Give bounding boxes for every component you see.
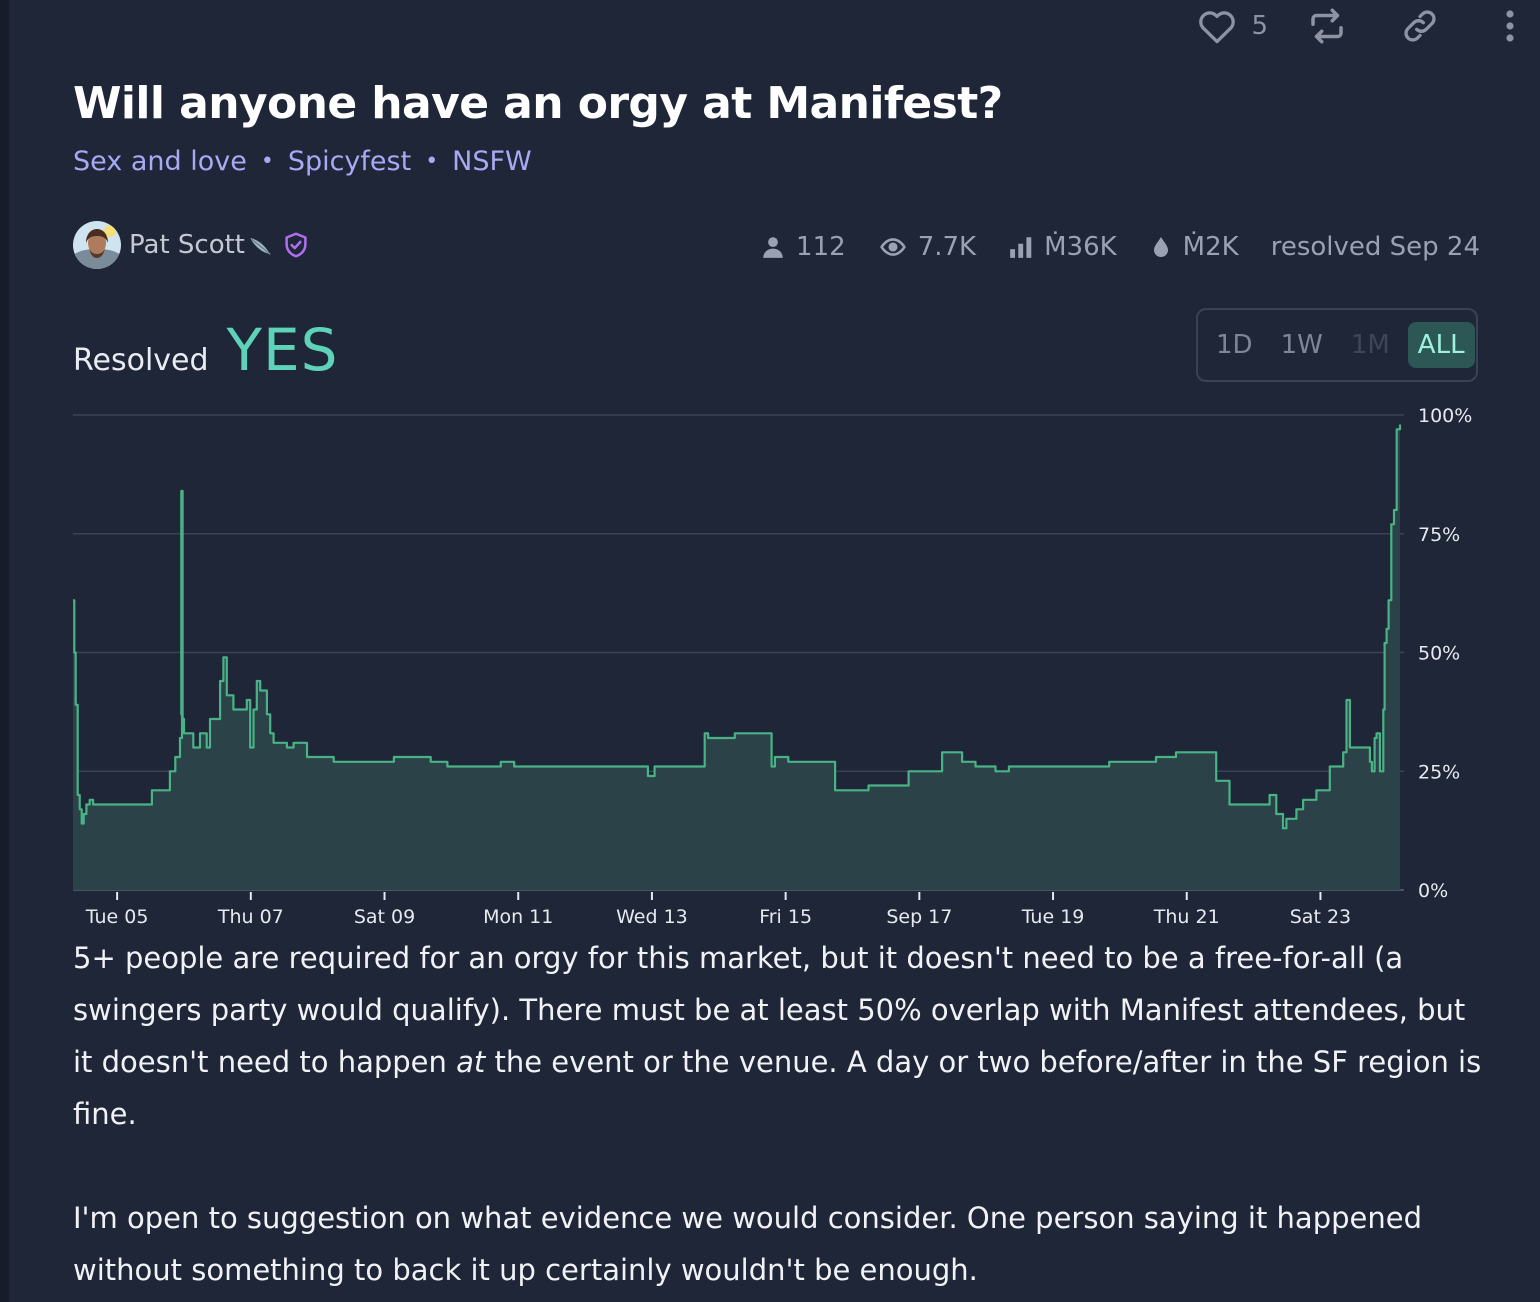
description-paragraph: I'm open to suggestion on what evidence …: [73, 1201, 1422, 1287]
repost-icon: [1311, 8, 1343, 44]
tag-sex-and-love[interactable]: Sex and love: [73, 146, 247, 177]
liquidity-stat: Ṁ2K: [1149, 232, 1239, 262]
description-text: the event or the venue. A day or two bef…: [73, 1045, 1482, 1131]
probability-chart[interactable]: 0% 25% 50% 75% 100% Tue 05 Thu 07 Sat 09 Mon 11 W…: [0, 400, 1540, 932]
copy-link-button[interactable]: [1400, 6, 1440, 46]
resolved-label: Resolved: [73, 343, 209, 378]
series-area: [73, 424, 1400, 890]
x-tick-label: Sat 09: [354, 906, 415, 928]
volume-stat: Ṁ36K: [1008, 232, 1117, 262]
author-info[interactable]: Pat Scott: [73, 219, 311, 271]
avatar[interactable]: [73, 221, 121, 269]
description-text: 5+ people are required for an orgy for t…: [73, 941, 1466, 1079]
x-tick-label: Thu 07: [217, 906, 284, 928]
x-tick-label: Wed 13: [616, 906, 688, 928]
volume-amount: Ṁ36K: [1044, 232, 1117, 262]
action-bar: 5: [1195, 4, 1516, 48]
tag-separator: •: [425, 149, 439, 174]
range-1w[interactable]: 1W: [1280, 330, 1323, 360]
market-title: Will anyone have an orgy at Manifest?: [73, 78, 1003, 129]
more-options-button[interactable]: [1504, 8, 1516, 44]
tag-list: Sex and love • Spicyfest • NSFW: [73, 146, 532, 177]
heart-icon: [1199, 11, 1236, 44]
resolved-value: YES: [226, 316, 339, 384]
x-tick-label: Sep 17: [886, 906, 952, 928]
market-stats: 112 7.7K Ṁ36K Ṁ2K resolved Sep 24: [728, 222, 1480, 272]
description-paragraph: 5+ people are required for an orgy for t…: [73, 932, 1483, 1140]
bar-chart-icon: [1010, 237, 1032, 258]
traders-count: 112: [796, 232, 846, 262]
resolved-date-text: resolved Sep 24: [1270, 232, 1480, 262]
range-all[interactable]: ALL: [1407, 322, 1475, 368]
y-tick-label: 50%: [1418, 643, 1460, 665]
like-count: 5: [1251, 11, 1268, 41]
x-tick-label: Fri 15: [759, 906, 812, 928]
y-tick-label: 25%: [1418, 761, 1460, 783]
x-tick-label: Tue 05: [85, 906, 149, 928]
x-tick-label: Tue 19: [1021, 906, 1085, 928]
liquidity-amount: Ṁ2K: [1182, 232, 1239, 262]
link-icon: [1404, 10, 1436, 42]
feather-icon: [250, 238, 271, 255]
views-count: 7.7K: [917, 232, 977, 262]
time-range-selector: 1D 1W 1M ALL: [1196, 308, 1478, 382]
repost-button[interactable]: [1306, 5, 1348, 47]
tag-separator: •: [260, 149, 274, 174]
series-line: [73, 424, 1402, 830]
eye-icon: [879, 238, 906, 256]
traders-stat[interactable]: 112: [760, 232, 846, 262]
description-emphasis: at: [456, 1045, 486, 1079]
x-tick-label: Sat 23: [1290, 906, 1351, 928]
user-icon: [763, 237, 783, 258]
verified-shield-icon: [285, 232, 307, 258]
y-tick-label: 75%: [1418, 524, 1460, 546]
views-stat: 7.7K: [878, 232, 976, 262]
x-tick-label: Thu 21: [1153, 906, 1220, 928]
tag-nsfw[interactable]: NSFW: [452, 146, 532, 177]
like-button[interactable]: [1195, 4, 1239, 48]
resolution-status: Resolved YES: [73, 316, 338, 384]
more-icon: [1506, 10, 1514, 42]
y-tick-label: 100%: [1418, 405, 1472, 427]
resolved-date: resolved Sep 24: [1271, 232, 1480, 262]
y-tick-label: 0%: [1418, 880, 1448, 902]
tag-spicyfest[interactable]: Spicyfest: [287, 146, 412, 177]
author-name[interactable]: Pat Scott: [129, 230, 245, 260]
range-1d[interactable]: 1D: [1216, 330, 1253, 360]
droplet-icon: [1153, 237, 1168, 257]
x-tick-label: Mon 11: [483, 906, 553, 928]
market-description: 5+ people are required for an orgy for t…: [73, 932, 1483, 1296]
left-edge: [0, 0, 9, 1302]
range-1m: 1M: [1350, 330, 1390, 360]
